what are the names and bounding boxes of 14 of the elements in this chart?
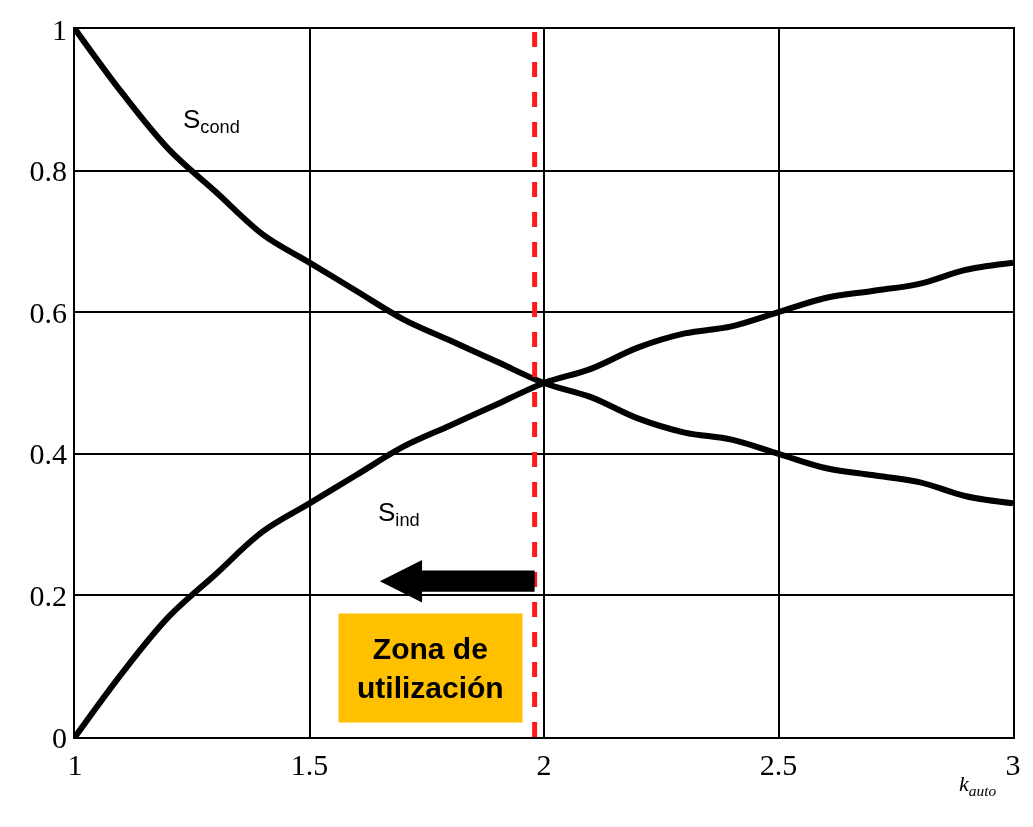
x-axis-title: k$_{auto}$ — [959, 771, 997, 799]
y-tick-label: 0.8 — [29, 154, 67, 188]
x-tick-label: 1.5 — [290, 748, 329, 781]
y-tick-label: 1 — [52, 12, 67, 46]
x-tick-label: 2 — [536, 748, 552, 781]
annotation: Zona de utilización — [357, 632, 504, 704]
y-tick-label: 0 — [52, 720, 67, 754]
y-tick-label: 0.4 — [29, 437, 67, 471]
y-tick-label: 0.2 — [29, 578, 67, 612]
x-tick-label: 2.5 — [759, 748, 798, 781]
y-tick-label: 0.6 — [29, 295, 67, 329]
x-tick-label: 3 — [1005, 748, 1021, 781]
series-label: S$_{cond}$ — [183, 104, 240, 138]
series-label: S$_{ind}$ — [378, 497, 420, 531]
